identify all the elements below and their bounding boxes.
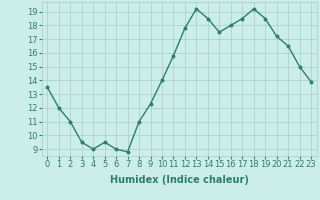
- X-axis label: Humidex (Indice chaleur): Humidex (Indice chaleur): [110, 175, 249, 185]
